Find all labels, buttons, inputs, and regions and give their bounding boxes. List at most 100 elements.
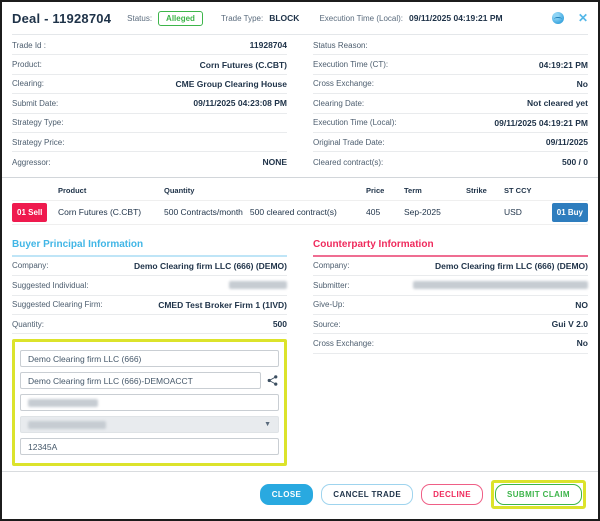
term-cell: Sep-2025	[404, 207, 441, 218]
field-label: Product:	[12, 60, 42, 70]
detail-row-status-reason: Status Reason:	[313, 36, 588, 56]
cancel-trade-button[interactable]: CANCEL TRADE	[321, 484, 414, 505]
field-label: Give-Up:	[313, 300, 345, 310]
buy-side-cell: 01 Buy	[546, 202, 588, 222]
detail-row-submit-date: Submit Date: 09/11/2025 04:23:08 PM	[12, 94, 287, 114]
detail-row-execution-time-local: Execution Time (Local): 09/11/2025 04:19…	[313, 114, 588, 133]
field-value: Demo Clearing firm LLC (666) (DEMO)	[434, 260, 588, 271]
col-header-st-ccy: ST CCY	[504, 185, 532, 195]
reference-field-row	[20, 438, 279, 456]
field-label: Cross Exchange:	[313, 79, 374, 89]
field-label: Clearing Date:	[313, 98, 365, 108]
clearing-firm-field-row: ▼	[20, 416, 279, 434]
chevron-down-icon: ▼	[264, 421, 271, 429]
table-row: 01 Sell Corn Futures (C.CBT) 500 Contrac…	[12, 199, 588, 225]
buy-badge[interactable]: 01 Buy	[551, 202, 588, 222]
field-label: Source:	[313, 319, 341, 329]
detail-row-cleared-contracts: Cleared contract(s): 500 / 0	[313, 152, 588, 171]
cleared-value: 500 cleared contract(s)	[249, 207, 337, 218]
field-label: Cleared contract(s):	[313, 157, 384, 167]
field-value: CME Group Clearing House	[175, 78, 287, 89]
field-label: Quantity:	[12, 319, 45, 329]
company-input[interactable]	[20, 350, 279, 368]
close-icon[interactable]: ✕	[577, 11, 588, 25]
globe-icon[interactable]	[551, 12, 564, 24]
field-label: Company:	[313, 261, 350, 271]
buyer-row-suggested-individual: Suggested Individual:	[12, 276, 287, 296]
field-label: Aggressor:	[12, 157, 51, 167]
decline-button[interactable]: DECLINE	[421, 484, 483, 505]
trade-legs-table: Product Quantity Price Term Strike ST CC…	[12, 178, 588, 225]
field-value: NONE	[262, 157, 287, 168]
field-label: Suggested Individual:	[12, 280, 89, 290]
field-label: Original Trade Date:	[313, 137, 385, 147]
field-value: CMED Test Broker Firm 1 (1IVD)	[158, 299, 287, 310]
field-label: Submit Date:	[12, 98, 59, 108]
execution-time-value: 09/11/2025 04:19:21 PM	[409, 13, 503, 23]
detail-row-trade-id: Trade Id : 11928704	[12, 36, 287, 56]
dialog-header: Deal - 11928704 Status: Alleged Trade Ty…	[12, 2, 588, 35]
principal-sections: Buyer Principal Information Company: Dem…	[2, 231, 588, 493]
status-label: Status:	[127, 13, 153, 23]
counterparty-section-title: Counterparty Information	[313, 231, 588, 257]
field-label: Strategy Price:	[12, 137, 65, 147]
field-value: No	[576, 338, 588, 349]
field-label: Submitter:	[313, 280, 350, 290]
cp-row-giveup: Give-Up: NO	[313, 296, 588, 315]
status-badge: Alleged	[158, 10, 203, 26]
dialog-footer: CLOSE CANCEL TRADE DECLINE SUBMIT CLAIM	[2, 471, 598, 519]
field-value: No	[576, 78, 588, 89]
sell-badge: 01 Sell	[12, 203, 48, 223]
individual-input[interactable]	[20, 394, 279, 412]
detail-row-execution-time-ct: Execution Time (CT): 04:19:21 PM	[313, 55, 588, 75]
field-value: Gui V 2.0	[551, 319, 588, 330]
share-icon[interactable]	[266, 374, 279, 387]
cp-row-cross-exchange: Cross Exchange: No	[313, 334, 588, 354]
quantity-cell: 500 Contracts/month 500 cleared contract…	[164, 207, 366, 217]
field-value: 09/11/2025 04:19:21 PM	[494, 117, 588, 128]
trade-type-label: Trade Type:	[220, 13, 264, 23]
st-ccy-cell: USD	[504, 207, 522, 218]
field-label: Execution Time (CT):	[313, 60, 389, 70]
submit-claim-button[interactable]: SUBMIT CLAIM	[494, 484, 582, 505]
detail-row-strategy-type: Strategy Type:	[12, 114, 287, 133]
field-label: Clearing:	[12, 79, 45, 89]
field-value: 11928704	[249, 40, 287, 51]
detail-row-cross-exchange: Cross Exchange: No	[313, 75, 588, 95]
reference-input[interactable]	[20, 438, 279, 456]
field-value: 500	[272, 319, 287, 330]
clearing-firm-dropdown[interactable]: ▼	[20, 416, 279, 434]
cp-row-submitter: Submitter:	[313, 276, 588, 296]
company-field-row	[20, 350, 279, 368]
submit-claim-highlight: SUBMIT CLAIM	[490, 480, 586, 509]
individual-field-row	[20, 394, 279, 412]
buyer-row-company: Company: Demo Clearing firm LLC (666) (D…	[12, 257, 287, 277]
detail-row-original-trade-date: Original Trade Date: 09/11/2025	[313, 133, 588, 153]
deal-details-left: Trade Id : 11928704 Product: Corn Future…	[12, 36, 287, 172]
field-value: Demo Clearing firm LLC (666) (DEMO)	[133, 260, 287, 271]
redacted-value	[28, 420, 106, 429]
close-button[interactable]: CLOSE	[259, 484, 314, 505]
header-icons: ✕	[551, 11, 588, 25]
field-value: 09/11/2025 04:23:08 PM	[193, 98, 287, 109]
field-label: Status Reason:	[313, 40, 368, 50]
account-input[interactable]	[20, 372, 261, 390]
detail-row-clearing-date: Clearing Date: Not cleared yet	[313, 94, 588, 114]
section-divider	[2, 176, 598, 178]
claim-form-highlight-box: ▼	[12, 339, 287, 467]
redacted-value	[229, 281, 287, 290]
field-label: Suggested Clearing Firm:	[12, 300, 103, 310]
execution-time-label: Execution Time (Local):	[319, 13, 404, 23]
redacted-value	[28, 398, 98, 407]
buyer-section-title: Buyer Principal Information	[12, 231, 287, 257]
col-header-strike: Strike	[466, 185, 487, 195]
deal-details: Trade Id : 11928704 Product: Corn Future…	[12, 35, 588, 172]
counterparty-section: Counterparty Information Company: Demo C…	[313, 231, 588, 493]
detail-row-clearing: Clearing: CME Group Clearing House	[12, 75, 287, 95]
quantity-value: 500 Contracts/month	[164, 207, 243, 218]
product-cell: Corn Futures (C.CBT)	[58, 207, 142, 218]
buyer-principal-section: Buyer Principal Information Company: Dem…	[2, 231, 297, 493]
account-field-row	[20, 372, 279, 390]
field-value: 04:19:21 PM	[538, 59, 588, 70]
